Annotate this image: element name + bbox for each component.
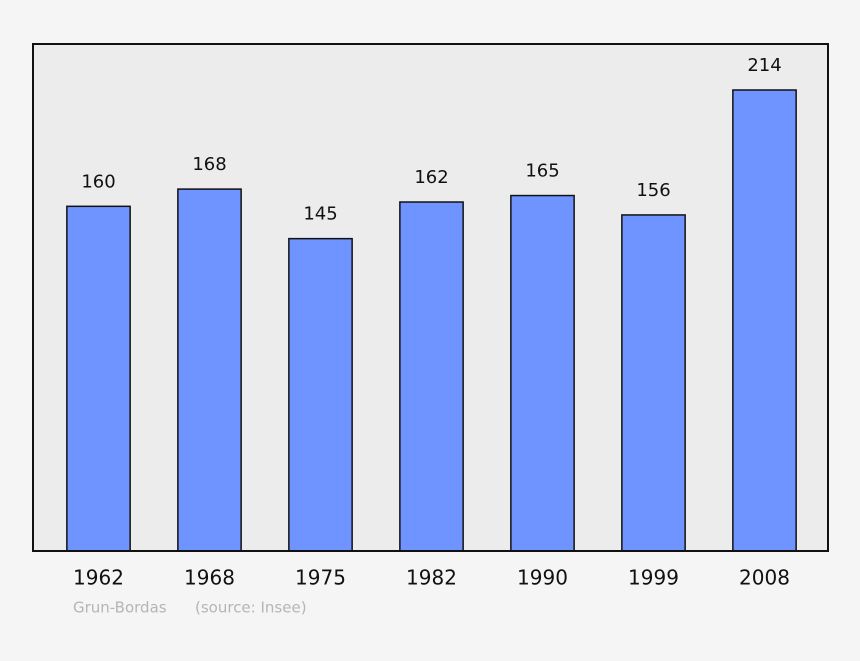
bar <box>288 237 353 552</box>
x-tick-label: 1990 <box>517 566 568 590</box>
x-tick-label: 1982 <box>406 566 457 590</box>
value-label: 160 <box>81 171 115 192</box>
bar <box>66 205 131 552</box>
value-label: 214 <box>747 55 781 76</box>
bar <box>399 201 464 552</box>
bar <box>732 89 797 552</box>
value-label: 156 <box>636 180 670 201</box>
x-tick-label: 1975 <box>295 566 346 590</box>
value-label: 162 <box>414 167 448 188</box>
x-tick-label: 1962 <box>73 566 124 590</box>
bar <box>177 188 242 552</box>
value-label: 145 <box>303 204 337 225</box>
bar <box>510 194 575 552</box>
x-tick-label: 1999 <box>628 566 679 590</box>
author: Grun-Bordas <box>73 599 167 617</box>
x-tick-label: 2008 <box>739 566 790 590</box>
bar <box>621 214 686 552</box>
x-tick-label: 1968 <box>184 566 235 590</box>
source: (source: Insee) <box>195 599 307 617</box>
value-label: 168 <box>192 154 226 175</box>
value-label: 165 <box>525 161 559 182</box>
